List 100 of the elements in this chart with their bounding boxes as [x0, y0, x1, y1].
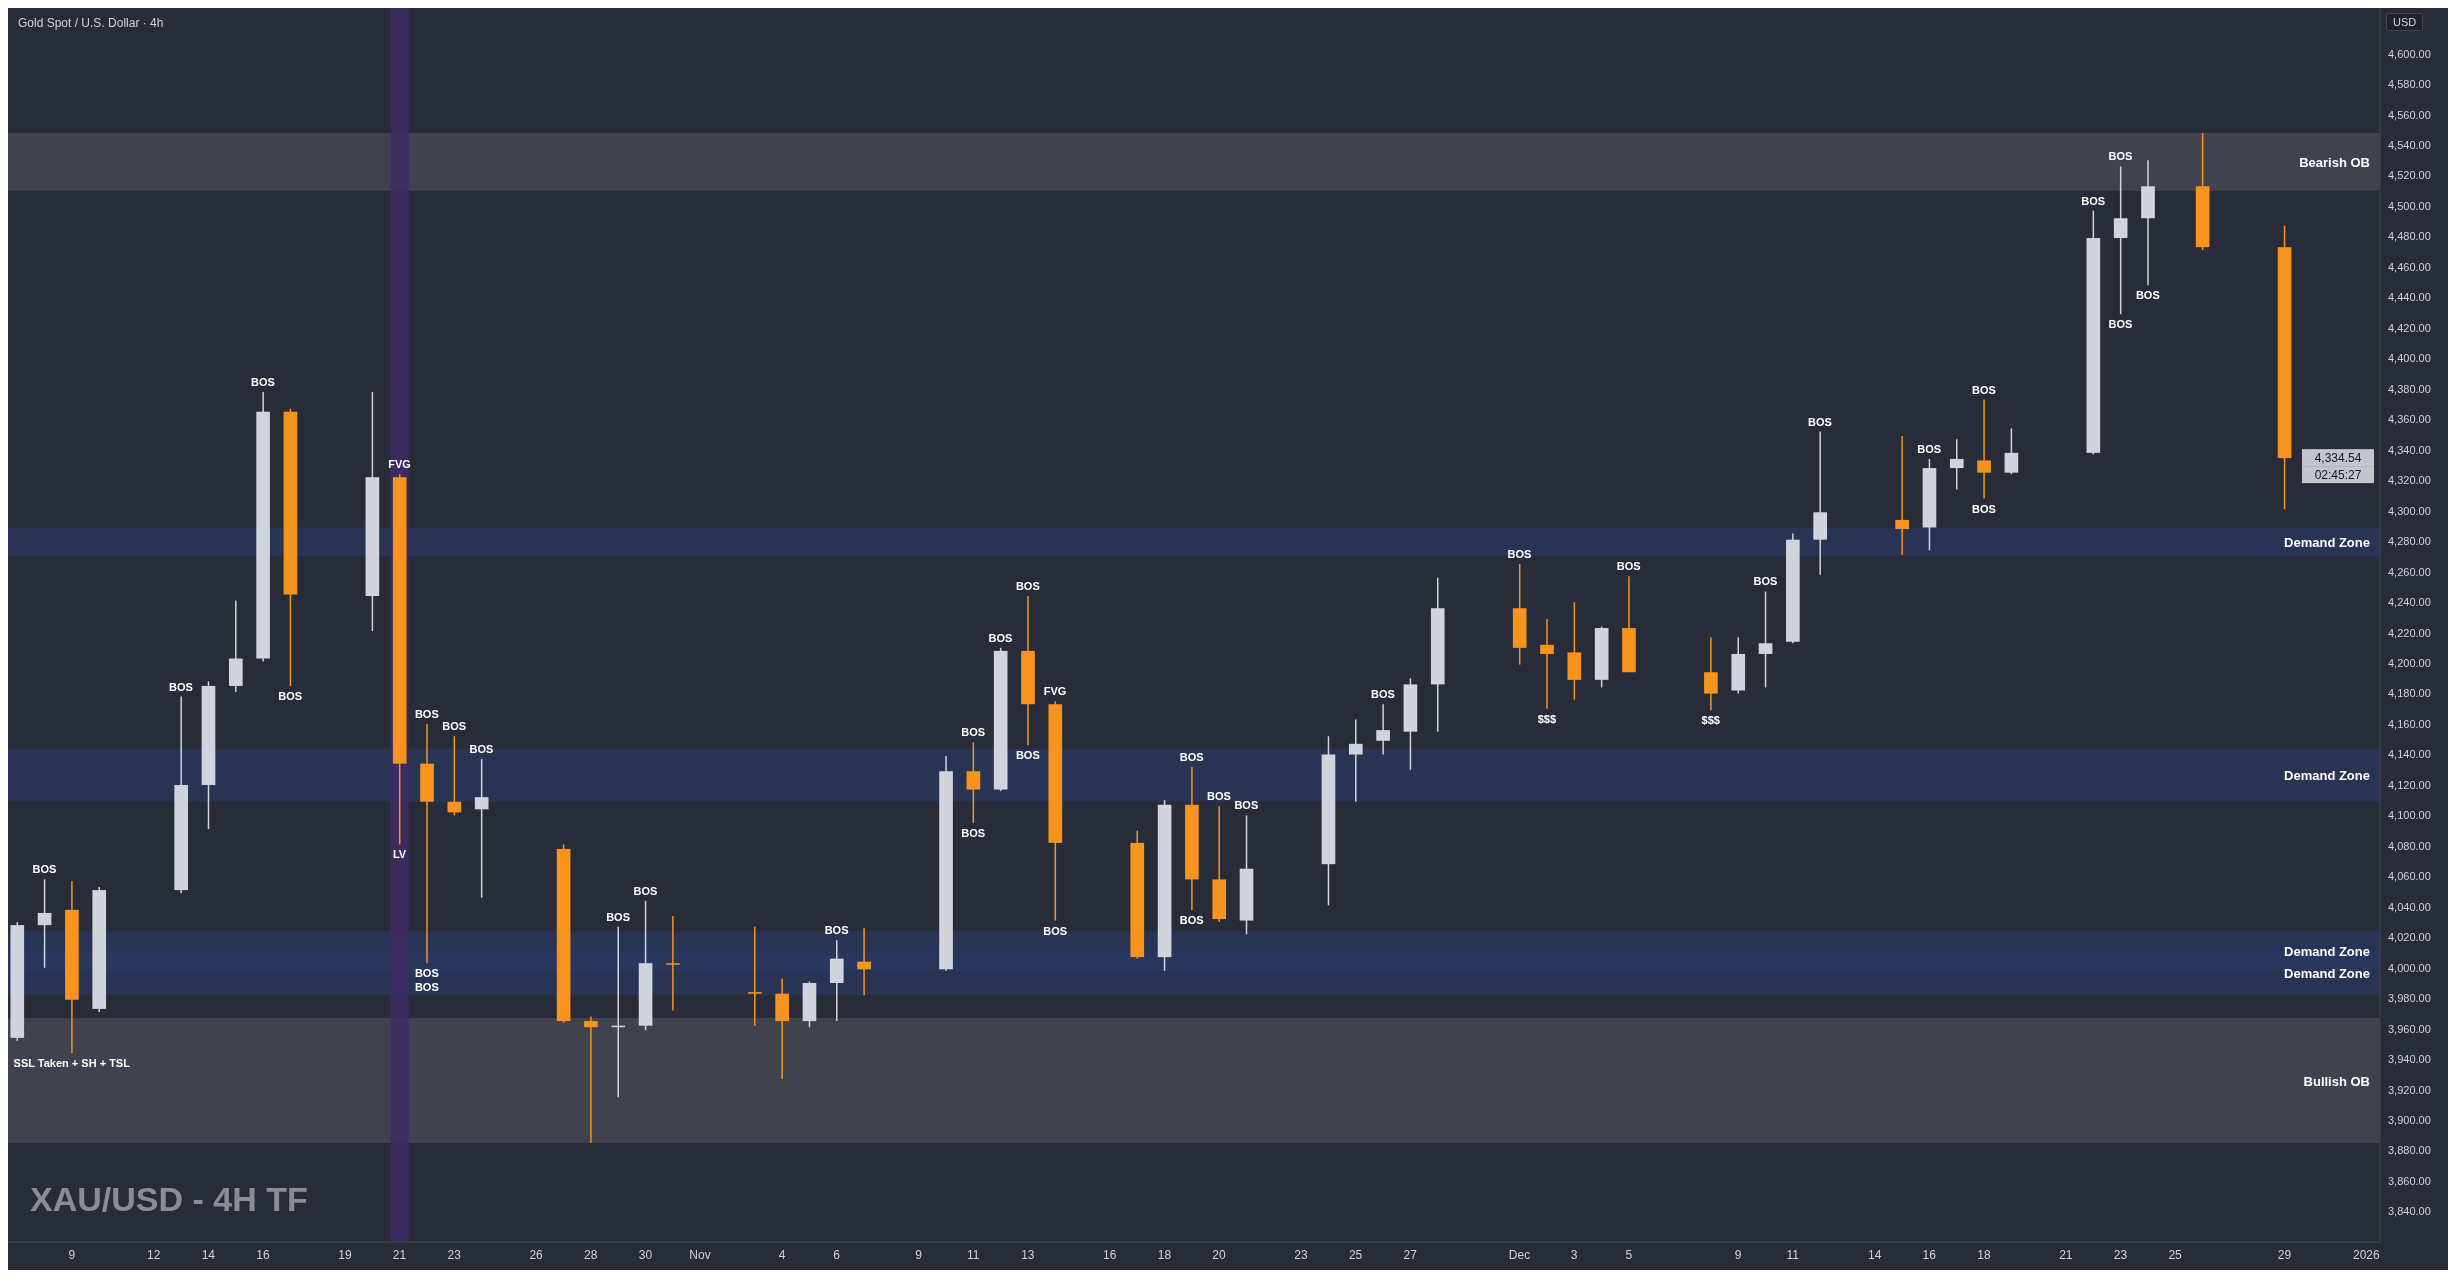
y-tick-label: 3,920.00	[2388, 1083, 2431, 1096]
candlestick	[966, 741, 981, 824]
x-tick-label: 11	[1786, 1247, 1800, 1262]
band-label: Bullish OB	[2303, 1073, 2370, 1089]
y-tick-label: 4,000.00	[2388, 961, 2431, 974]
y-tick-label: 4,240.00	[2388, 596, 2431, 609]
y-tick-label: 4,220.00	[2388, 626, 2431, 639]
x-tick-label: 5	[1625, 1247, 1633, 1262]
candlestick	[1704, 636, 1718, 712]
y-tick-label: 4,360.00	[2388, 413, 2431, 426]
candlestick	[1949, 438, 1964, 491]
annotation: BOS	[1179, 913, 1204, 926]
annotation: BOS	[1043, 924, 1068, 937]
annotation: BOS	[2135, 289, 2160, 302]
annotation: FVG	[1043, 685, 1067, 698]
y-tick-label: 4,480.00	[2388, 230, 2431, 243]
candlestick	[857, 927, 871, 996]
x-tick-label: 4	[778, 1247, 786, 1262]
y-tick-label: 4,200.00	[2388, 656, 2431, 669]
y-tick-label: 3,980.00	[2388, 992, 2431, 1005]
annotation: BOS	[824, 924, 849, 937]
annotation: BOS	[1015, 580, 1040, 593]
y-tick-label: 4,600.00	[2388, 47, 2431, 60]
y-tick-label: 4,020.00	[2388, 931, 2431, 944]
x-tick-label: 23	[2113, 1247, 2128, 1262]
x-tick-label: 9	[1734, 1247, 1742, 1262]
x-tick-label: 12	[147, 1247, 161, 1262]
candlestick	[1758, 590, 1773, 689]
y-tick-label: 4,040.00	[2388, 900, 2431, 913]
x-tick-label: 14	[201, 1247, 216, 1262]
candlestick	[2004, 427, 2019, 475]
y-tick-label: 4,400.00	[2388, 352, 2431, 365]
x-tick-label: Dec	[1508, 1247, 1531, 1262]
annotation: 02:45:27	[2314, 468, 2362, 483]
annotation: BOS	[1808, 415, 1832, 428]
annotation: BOS	[32, 863, 57, 876]
annotation: BOS	[1207, 790, 1231, 803]
band-label: Demand Zone	[2284, 965, 2370, 981]
annotation: BOS	[1371, 688, 1395, 701]
candlestick	[1376, 703, 1390, 756]
annotation: BOS	[1507, 548, 1532, 561]
y-tick-label: 4,520.00	[2388, 169, 2431, 182]
y-tick-label: 3,840.00	[2388, 1205, 2431, 1218]
annotation: BOS	[414, 708, 439, 721]
x-tick-label: 16	[1922, 1247, 1937, 1262]
x-tick-label: 21	[2059, 1247, 2073, 1262]
x-tick-label: 11	[966, 1247, 980, 1262]
y-tick-label: 4,280.00	[2388, 535, 2431, 548]
candlestick	[1540, 618, 1554, 710]
annotation: BOS	[1234, 799, 1259, 812]
annotation: FVG	[388, 458, 411, 471]
annotation: BOS	[414, 967, 439, 980]
x-tick-label: 21	[392, 1247, 407, 1262]
annotation: BOS	[1179, 750, 1204, 763]
y-tick-label: 4,580.00	[2388, 78, 2431, 91]
x-tick-label: 23	[1294, 1247, 1308, 1262]
annotation: BOS	[1616, 560, 1641, 573]
annotation: BOS	[414, 981, 439, 994]
annotation: BOS	[1917, 442, 1942, 455]
y-tick-label: 4,460.00	[2388, 260, 2431, 273]
y-axis-title: USD	[2386, 13, 2424, 31]
candlestick	[2113, 165, 2128, 315]
x-tick-label: 23	[447, 1247, 462, 1262]
y-tick-label: 4,380.00	[2388, 382, 2431, 395]
y-tick-label: 4,080.00	[2388, 839, 2431, 852]
x-tick-label: 25	[2168, 1247, 2183, 1262]
annotation: BOS	[442, 720, 467, 733]
x-tick-label: 19	[338, 1247, 352, 1262]
band-label: Demand Zone	[2284, 943, 2370, 959]
candlestick	[474, 758, 489, 899]
annotation: BOS	[961, 827, 986, 840]
annotation: BOS	[1015, 749, 1040, 762]
annotation: BOS	[1971, 383, 1996, 396]
x-tick-label: Nov	[689, 1247, 711, 1262]
annotation: BOS	[633, 884, 658, 897]
annotation: BOS	[1971, 502, 1996, 515]
x-tick-label: 3	[1570, 1247, 1578, 1262]
y-tick-label: 4,420.00	[2388, 321, 2431, 334]
annotation: BOS	[169, 680, 193, 693]
y-tick-label: 3,900.00	[2388, 1114, 2431, 1127]
annotation: BOS	[251, 375, 275, 388]
candlestick	[1895, 435, 1909, 556]
x-tick-label: 14	[1867, 1247, 1882, 1262]
y-tick-label: 3,940.00	[2388, 1053, 2431, 1066]
y-tick-label: 4,100.00	[2388, 809, 2431, 822]
candlestick	[584, 1015, 598, 1144]
y-tick-label: 4,500.00	[2388, 199, 2431, 212]
y-tick-label: 4,180.00	[2388, 687, 2431, 700]
y-tick-label: 3,960.00	[2388, 1022, 2431, 1035]
y-tick-label: 4,540.00	[2388, 139, 2431, 152]
candlestick	[37, 878, 52, 969]
y-tick-label: 4,120.00	[2388, 778, 2431, 791]
x-tick-label: 29	[2277, 1247, 2292, 1262]
annotation: BOS	[469, 743, 494, 756]
y-tick-label: 4,300.00	[2388, 504, 2431, 517]
y-tick-label: 4,320.00	[2388, 474, 2431, 487]
band-label: Bearish OB	[2299, 154, 2370, 170]
band-label: Demand Zone	[2284, 534, 2370, 550]
x-tick-label: 30	[638, 1247, 653, 1262]
x-tick-label: 16	[256, 1247, 270, 1262]
